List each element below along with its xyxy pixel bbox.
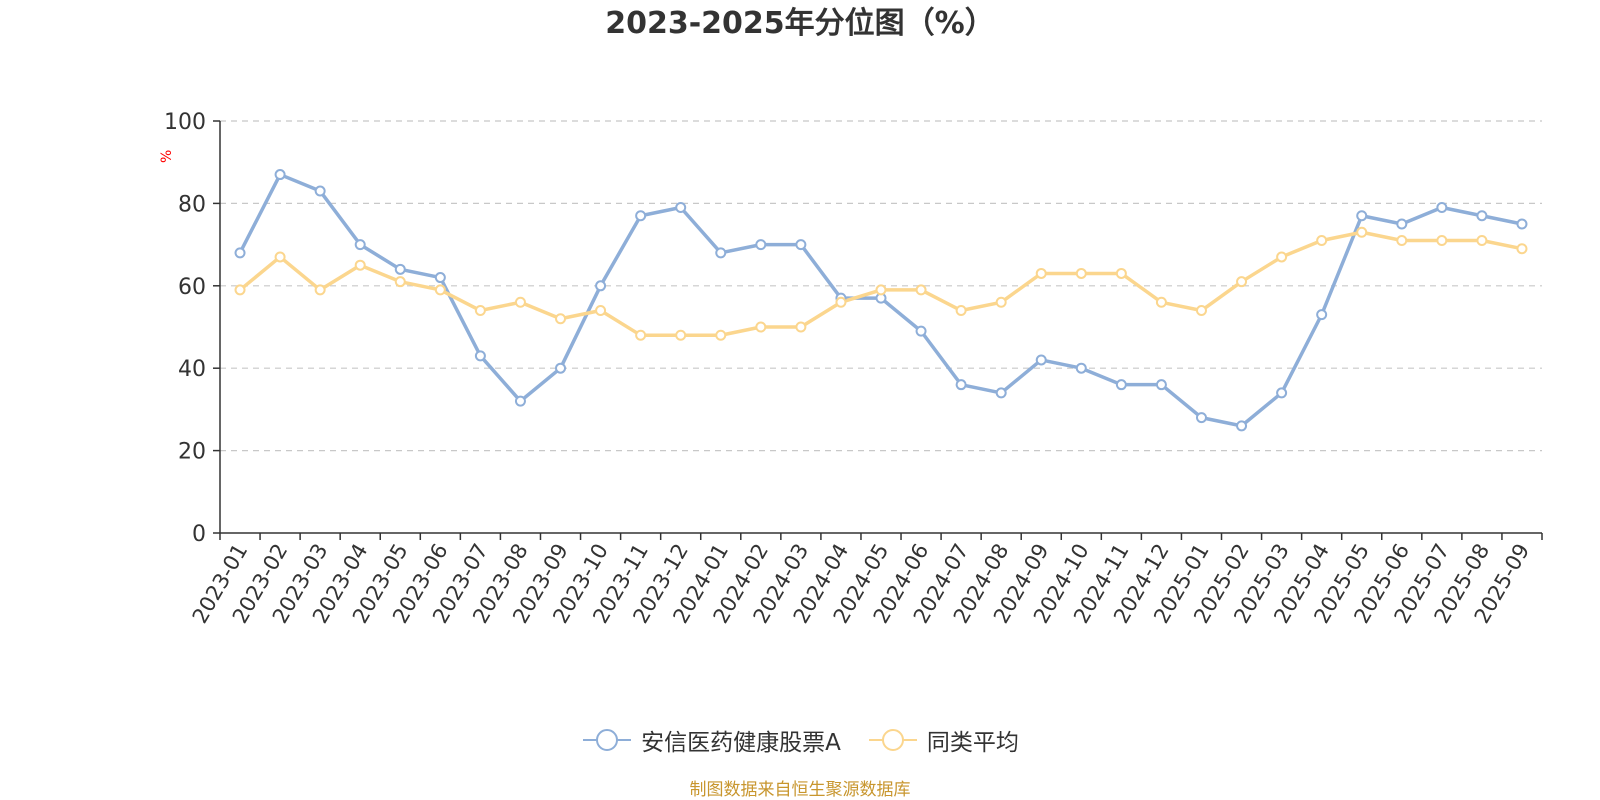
data-point-series-1	[474, 350, 486, 362]
data-point-series-1	[1155, 379, 1167, 391]
data-point-series-1	[715, 247, 727, 259]
data-point-series-1	[995, 387, 1007, 399]
series-line-2	[238, 230, 1524, 337]
source-note: 制图数据来自恒生聚源数据库	[689, 780, 911, 800]
data-point-series-2	[1436, 234, 1448, 246]
chart-title: 2023-2025年分位图（%）	[605, 6, 995, 41]
data-point-series-1	[1316, 309, 1328, 321]
data-point-series-2	[274, 251, 286, 263]
data-point-series-2	[1155, 296, 1167, 308]
data-point-series-1	[795, 239, 807, 251]
data-point-series-1	[354, 239, 366, 251]
y-axis-unit-label: %	[159, 150, 175, 163]
data-point-series-1	[1356, 210, 1368, 222]
data-point-series-1	[1436, 202, 1448, 214]
data-point-series-1	[434, 272, 446, 284]
y-tick-labels: 0 20 40 60 80 100	[164, 110, 206, 547]
y-tick-label: 100	[164, 110, 206, 135]
data-point-series-2	[595, 305, 607, 317]
data-point-series-2	[915, 284, 927, 296]
data-point-series-1	[675, 202, 687, 214]
data-point-series-2	[1236, 276, 1248, 288]
data-point-series-1	[955, 379, 967, 391]
legend: 安信医药健康股票A 同类平均	[0, 720, 1600, 760]
data-point-series-2	[1195, 305, 1207, 317]
data-point-series-1	[1115, 379, 1127, 391]
data-point-series-1	[635, 210, 647, 222]
data-point-series-1	[1516, 218, 1528, 230]
data-point-series-2	[434, 284, 446, 296]
data-point-series-2	[1476, 234, 1488, 246]
data-point-series-1	[274, 169, 286, 181]
data-point-series-2	[1316, 234, 1328, 246]
data-point-series-2	[1356, 226, 1368, 238]
data-point-series-1	[1075, 362, 1087, 374]
data-point-series-1	[1236, 420, 1248, 432]
y-tick-label: 20	[178, 440, 206, 465]
data-point-series-2	[875, 284, 887, 296]
data-point-series-2	[1035, 267, 1047, 279]
data-point-series-2	[955, 305, 967, 317]
data-point-series-1	[915, 325, 927, 337]
data-point-series-2	[514, 296, 526, 308]
data-point-series-1	[755, 239, 767, 251]
data-point-series-2	[675, 329, 687, 341]
data-point-series-2	[314, 284, 326, 296]
data-point-series-2	[1276, 251, 1288, 263]
data-point-series-1	[234, 247, 246, 259]
data-point-series-2	[1115, 267, 1127, 279]
data-point-series-2	[995, 296, 1007, 308]
data-point-series-2	[1396, 234, 1408, 246]
legend-label-series-1: 安信医药健康股票A	[641, 730, 841, 756]
data-point-series-2	[474, 305, 486, 317]
data-point-series-2	[835, 296, 847, 308]
data-point-series-2	[1075, 267, 1087, 279]
data-point-series-1	[595, 280, 607, 292]
data-point-series-2	[555, 313, 567, 325]
y-tick-label: 80	[178, 192, 206, 217]
data-point-series-2	[394, 276, 406, 288]
data-point-series-2	[354, 259, 366, 271]
data-point-series-1	[1195, 412, 1207, 424]
axes	[213, 120, 1543, 540]
y-tick-label: 60	[178, 275, 206, 300]
y-tick-label: 40	[178, 357, 206, 382]
data-point-series-1	[1476, 210, 1488, 222]
data-point-series-1	[394, 263, 406, 275]
data-point-series-1	[1035, 354, 1047, 366]
x-tick-labels: 2023-012023-022023-032023-042023-052023-…	[188, 540, 1535, 628]
legend-item-series-2[interactable]: 同类平均	[867, 723, 1019, 757]
legend-line-circle-icon	[868, 729, 917, 751]
data-point-series-1	[1396, 218, 1408, 230]
y-tick-label: 0	[192, 522, 206, 547]
data-point-series-2	[795, 321, 807, 333]
data-point-series-1	[514, 395, 526, 407]
data-point-series-2	[755, 321, 767, 333]
legend-line-circle-icon	[583, 729, 632, 751]
data-point-series-1	[1276, 387, 1288, 399]
legend-label-series-2: 同类平均	[926, 730, 1019, 756]
data-point-series-2	[715, 329, 727, 341]
legend-item-series-1[interactable]: 安信医药健康股票A	[581, 723, 841, 757]
series-lines	[234, 169, 1528, 432]
data-point-series-2	[635, 329, 647, 341]
data-point-series-2	[1516, 243, 1528, 255]
data-point-series-1	[555, 362, 567, 374]
data-point-series-2	[234, 284, 246, 296]
data-point-series-1	[314, 185, 326, 197]
